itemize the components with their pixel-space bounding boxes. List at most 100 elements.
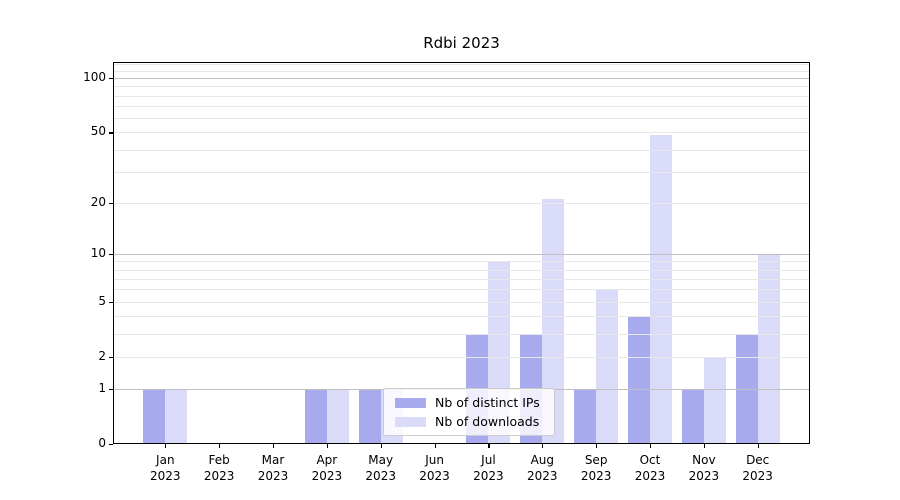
- x-tick-year: 2023: [473, 469, 504, 483]
- y-tick-label-50: 50: [90, 124, 106, 139]
- x-tick-month: Apr: [316, 452, 338, 467]
- major-gridline-10: [113, 253, 810, 255]
- y-tick-20: [108, 202, 113, 204]
- minor-gridline-70: [113, 106, 810, 108]
- x-tick-year: 2023: [688, 469, 720, 483]
- minor-gridline-30: [113, 171, 810, 173]
- bar-downloads-jan: [165, 388, 188, 444]
- x-tick-label-jan: Jan 2023: [135, 452, 195, 485]
- x-tick-label-sep: Sep 2023: [566, 452, 626, 485]
- legend-entry-distinct-ips: Nb of distinct IPs: [395, 395, 554, 410]
- bar-distinct-ips-jan: [143, 388, 166, 444]
- minor-gridline-6: [113, 289, 810, 291]
- x-tick-label-dec: Dec 2023: [728, 452, 788, 485]
- x-tick-sep: [596, 444, 598, 448]
- plot-area: [113, 62, 810, 444]
- y-tick-label-1: 1: [98, 380, 106, 395]
- y-tick-label-20: 20: [90, 194, 106, 209]
- x-tick-dec: [757, 444, 759, 448]
- x-tick-month: Jun: [425, 452, 444, 467]
- x-tick-feb: [219, 444, 221, 448]
- x-tick-label-mar: Mar 2023: [243, 452, 303, 485]
- minor-gridline-120: [113, 63, 810, 65]
- x-tick-year: 2023: [634, 469, 666, 483]
- minor-gridline-8: [113, 269, 810, 271]
- x-tick-label-jul: Jul 2023: [458, 452, 518, 485]
- x-tick-label-aug: Aug 2023: [512, 452, 572, 485]
- x-tick-oct: [649, 444, 652, 448]
- bar-distinct-ips-sep: [574, 388, 597, 444]
- x-tick-month: Oct: [639, 452, 661, 467]
- x-tick-apr: [326, 444, 329, 448]
- minor-gridline-60: [113, 118, 810, 120]
- x-tick-jun: [434, 444, 436, 448]
- x-tick-month: Feb: [208, 452, 230, 467]
- x-tick-year: 2023: [742, 469, 773, 483]
- y-tick-label-5: 5: [98, 293, 106, 308]
- chart-title: Rdbi 2023: [423, 34, 500, 52]
- x-tick-label-oct: Oct 2023: [620, 452, 680, 485]
- x-tick-aug: [542, 444, 544, 448]
- legend-label-downloads: Nb of downloads: [435, 414, 540, 429]
- bar-downloads-sep: [596, 289, 619, 444]
- bar-distinct-ips-oct: [627, 316, 650, 444]
- minor-gridline-90: [113, 86, 810, 88]
- major-gridline-100: [113, 78, 810, 80]
- x-tick-month: Jul: [481, 452, 496, 467]
- x-tick-year: 2023: [419, 469, 450, 483]
- y-tick-label-0: 0: [98, 435, 106, 450]
- x-tick-nov: [703, 444, 706, 448]
- x-tick-month: Dec: [746, 452, 770, 467]
- y-tick-100: [108, 78, 113, 80]
- y-tick-5: [108, 301, 113, 303]
- x-tick-month: Mar: [261, 452, 285, 467]
- minor-gridline-7: [113, 278, 810, 280]
- x-tick-jan: [165, 444, 167, 448]
- x-tick-year: 2023: [527, 469, 558, 483]
- x-tick-label-apr: Apr 2023: [297, 452, 357, 485]
- legend-entry-downloads: Nb of downloads: [395, 414, 554, 429]
- minor-gridline-50: [113, 132, 810, 134]
- minor-gridline-2: [113, 356, 810, 358]
- x-tick-month: Jan: [156, 452, 175, 467]
- legend-label-distinct-ips: Nb of distinct IPs: [435, 395, 540, 410]
- y-tick-10: [108, 253, 113, 255]
- bar-distinct-ips-apr: [304, 388, 327, 444]
- x-tick-month: Sep: [584, 452, 608, 467]
- x-tick-month: May: [368, 452, 394, 467]
- bar-downloads-apr: [326, 388, 349, 444]
- legend-swatch-downloads-icon: [395, 416, 426, 427]
- x-tick-may: [380, 444, 382, 448]
- x-tick-month: Aug: [530, 452, 554, 467]
- minor-gridline-9: [113, 261, 810, 263]
- minor-gridline-4: [113, 316, 810, 318]
- x-tick-month: Nov: [692, 452, 716, 467]
- minor-gridline-3: [113, 333, 810, 335]
- x-tick-year: 2023: [311, 469, 343, 483]
- x-tick-label-nov: Nov 2023: [674, 452, 734, 485]
- y-tick-label-2: 2: [98, 348, 106, 363]
- x-tick-label-jun: Jun 2023: [405, 452, 465, 485]
- legend: Nb of distinct IPs Nb of downloads: [383, 388, 555, 436]
- y-tick-label-10: 10: [90, 245, 106, 260]
- x-tick-label-may: May 2023: [351, 452, 411, 485]
- y-tick-0: [108, 443, 113, 445]
- y-tick-1: [108, 388, 113, 390]
- minor-gridline-5: [113, 301, 810, 303]
- bar-distinct-ips-may: [358, 388, 381, 444]
- x-tick-jul: [488, 444, 490, 448]
- x-tick-year: 2023: [203, 469, 235, 483]
- bar-downloads-nov: [703, 356, 726, 444]
- x-tick-label-feb: Feb 2023: [189, 452, 249, 485]
- minor-gridline-40: [113, 149, 810, 151]
- x-tick-year: 2023: [257, 469, 289, 483]
- minor-gridline-80: [113, 95, 810, 97]
- y-tick-50: [108, 132, 113, 134]
- x-tick-year: 2023: [365, 469, 396, 483]
- x-tick-mar: [273, 444, 275, 448]
- y-tick-label-100: 100: [83, 70, 106, 85]
- y-tick-2: [108, 356, 113, 358]
- minor-gridline-110: [113, 70, 810, 72]
- x-tick-year: 2023: [580, 469, 612, 483]
